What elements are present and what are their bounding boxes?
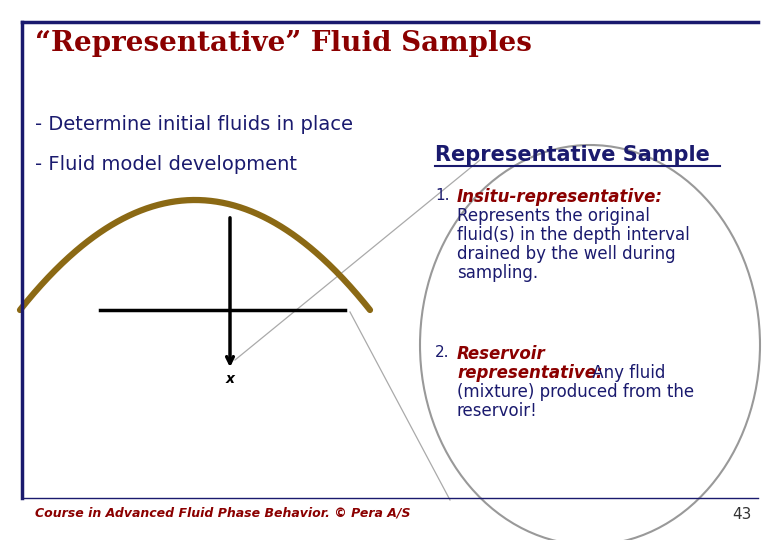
Text: x: x <box>225 372 235 386</box>
Text: Any fluid: Any fluid <box>587 364 665 382</box>
Text: Course in Advanced Fluid Phase Behavior. © Pera A/S: Course in Advanced Fluid Phase Behavior.… <box>35 507 410 520</box>
Text: (mixture) produced from the: (mixture) produced from the <box>457 383 694 401</box>
Text: Reservoir: Reservoir <box>457 345 546 363</box>
Text: drained by the well during: drained by the well during <box>457 245 675 263</box>
Text: Represents the original: Represents the original <box>457 207 650 225</box>
Text: representative:: representative: <box>457 364 603 382</box>
Text: Representative Sample: Representative Sample <box>435 145 710 165</box>
Text: - Determine initial fluids in place: - Determine initial fluids in place <box>35 115 353 134</box>
Text: - Fluid model development: - Fluid model development <box>35 155 297 174</box>
Text: sampling.: sampling. <box>457 264 538 282</box>
Text: 43: 43 <box>732 507 752 522</box>
Text: reservoir!: reservoir! <box>457 402 537 420</box>
Text: Insitu-representative:: Insitu-representative: <box>457 188 663 206</box>
Text: 2.: 2. <box>435 345 449 360</box>
Text: 1.: 1. <box>435 188 449 203</box>
Text: “Representative” Fluid Samples: “Representative” Fluid Samples <box>35 30 532 57</box>
Text: fluid(s) in the depth interval: fluid(s) in the depth interval <box>457 226 690 244</box>
